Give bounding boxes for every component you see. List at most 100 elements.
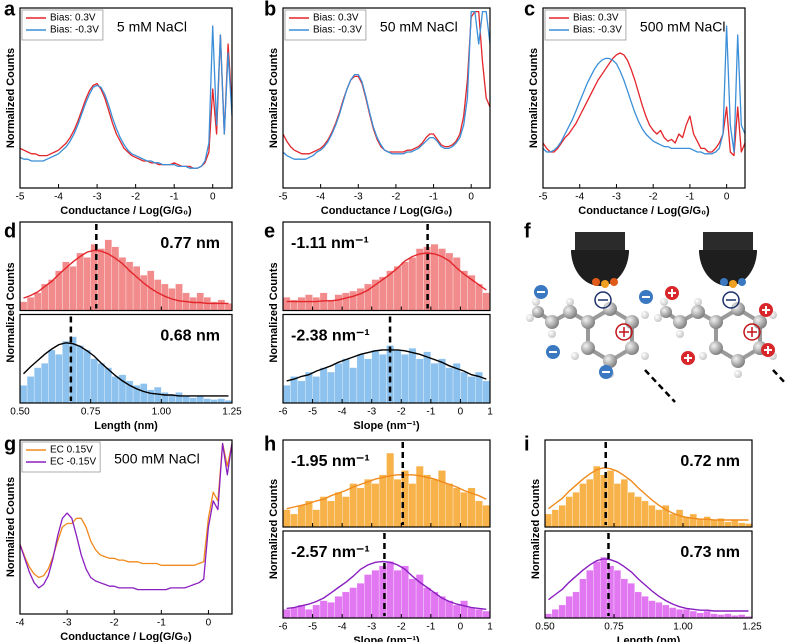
histogram-bar (319, 496, 328, 528)
induced-charge (722, 291, 740, 309)
histogram-bar (341, 496, 350, 528)
histogram-bar (475, 283, 483, 311)
ion (758, 302, 774, 318)
histogram-bar (401, 470, 409, 528)
histogram-bar (430, 363, 439, 404)
histogram-bar (724, 521, 732, 528)
histogram-bar (423, 351, 432, 404)
histogram-bar (606, 470, 615, 528)
x-tick-label: -1 (170, 192, 179, 203)
x-tick-label: 1.25 (222, 407, 242, 418)
histogram-bar (371, 349, 380, 404)
histogram-bar (104, 367, 113, 404)
legend-label: EC 0.15V (50, 445, 93, 456)
tip-charge (592, 278, 600, 286)
x-tick-label: 1.00 (673, 622, 693, 633)
plot-frame (19, 313, 233, 404)
histogram-bar (475, 500, 483, 528)
histogram-bar (551, 609, 559, 619)
y-axis-label: Normalized Counts (528, 48, 540, 148)
histogram-bar (161, 392, 169, 404)
x-tick-label: 0 (206, 618, 212, 629)
plot-frame (544, 439, 753, 528)
histogram-bar (675, 609, 684, 619)
tip-charge (738, 278, 746, 286)
x-axis-label: Conductance / Log(G/G₀) (321, 205, 453, 217)
histogram-bar (62, 340, 70, 404)
histogram-bar (364, 574, 372, 619)
x-tick-label: -2 (391, 192, 400, 203)
x-tick-label: 1.25 (742, 622, 762, 633)
histogram-bar (724, 613, 732, 619)
molecule-right (652, 230, 785, 404)
x-tick-label: -3 (93, 192, 102, 203)
plot-frame (542, 7, 746, 189)
legend-label: Bias: 0.3V (573, 13, 619, 24)
x-tick-label: -3 (63, 618, 72, 629)
histogram-bar (189, 397, 197, 404)
molecule-left (524, 230, 677, 404)
peak-label: 0.77 nm (160, 235, 220, 252)
histogram-bar (620, 478, 628, 528)
histogram-bar (703, 516, 711, 528)
histogram-bar (675, 509, 684, 528)
tip-charge (610, 278, 618, 286)
x-tick-label: -3 (367, 407, 376, 418)
series-line (542, 25, 746, 155)
x-tick-label: -4 (16, 618, 25, 629)
histogram-bar (196, 292, 204, 311)
histogram-bar (544, 613, 553, 619)
annotation: 500 mM NaCl (640, 19, 726, 35)
x-tick-label: -2 (131, 192, 140, 203)
legend-label: Bias: -0.3V (573, 25, 622, 36)
fit-curve (23, 249, 229, 305)
histogram-bar (408, 578, 417, 619)
histogram-bar (341, 292, 350, 311)
histogram-bar (452, 487, 461, 528)
histogram-bar (327, 602, 335, 619)
y-axis-label: Normalized Counts (268, 48, 280, 148)
x-axis-label: Slope (nm⁻¹) (353, 420, 420, 432)
histogram-bar (738, 522, 746, 528)
series-line (542, 52, 746, 157)
histogram-bar (312, 604, 321, 619)
legend-box (21, 9, 104, 41)
ion (680, 350, 696, 366)
histogram-bar (19, 385, 28, 404)
annotation: 5 mM NaCl (117, 19, 187, 35)
legend-label: Bias: -0.3V (50, 25, 99, 36)
histogram-bar (305, 371, 313, 404)
histogram-bar (349, 483, 358, 528)
histogram-bar (423, 474, 432, 528)
histogram-bar (669, 513, 677, 528)
tip-charge (720, 278, 728, 286)
histogram-bar (349, 290, 358, 311)
x-axis-label: Length (nm) (94, 420, 158, 432)
histogram-bar (224, 303, 233, 311)
histogram-bar (558, 505, 566, 528)
histogram-bar (565, 496, 573, 528)
histogram-bar (627, 492, 635, 528)
x-tick-label: -1 (429, 192, 438, 203)
annotation: 500 mM NaCl (114, 451, 200, 467)
ion (533, 284, 549, 300)
legend-label: EC -0.15V (50, 457, 96, 468)
x-tick-label: 0 (458, 622, 464, 633)
x-tick-label: -3 (367, 622, 376, 633)
x-tick-label: -1 (157, 618, 166, 629)
histogram-bar (196, 395, 204, 404)
peak-label: 0.68 nm (160, 328, 220, 345)
x-axis-label: Conductance / Log(G/G₀) (60, 631, 192, 642)
histogram-bar (689, 610, 697, 619)
histogram-bar (393, 266, 402, 311)
panel-letter: i (524, 433, 530, 455)
histogram-bar (731, 519, 739, 528)
histogram-bar (641, 596, 649, 619)
histogram-bar (386, 561, 395, 619)
histogram-bar (558, 604, 566, 619)
histogram-bar (430, 591, 439, 619)
histogram-bar (203, 398, 211, 404)
fit-curve (548, 467, 749, 521)
histogram-bar (83, 257, 91, 311)
histogram-bar (393, 570, 402, 619)
